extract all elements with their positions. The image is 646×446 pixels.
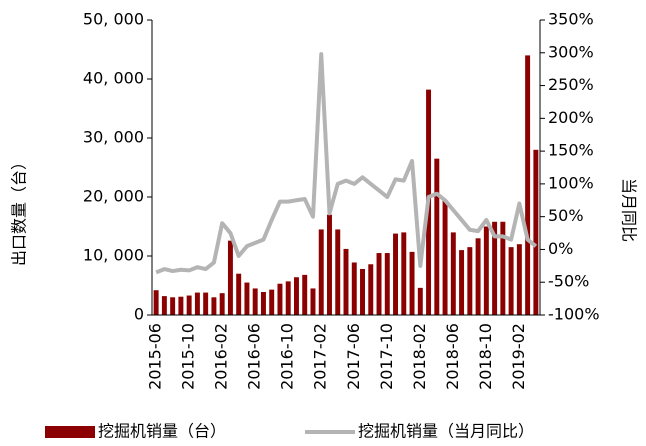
- x-tick-label: 2016-06: [245, 323, 264, 390]
- bar: [203, 292, 209, 315]
- bar: [525, 55, 531, 316]
- bar: [327, 214, 332, 315]
- bar: [260, 291, 266, 315]
- bar: [244, 282, 250, 315]
- bar: [459, 250, 465, 315]
- bar: [310, 288, 316, 315]
- bar: [401, 232, 407, 315]
- bar: [153, 290, 159, 315]
- bar: [194, 292, 200, 315]
- y2-tick-label: -100%: [548, 305, 600, 324]
- bar: [508, 247, 514, 315]
- y2-tick-label: 350%: [548, 10, 594, 29]
- bar: [293, 277, 299, 315]
- bar: [343, 248, 349, 315]
- bar: [376, 253, 382, 315]
- bar: [492, 221, 498, 315]
- bar: [483, 226, 489, 315]
- bar: [450, 232, 456, 315]
- x-tick-label: 2017-06: [344, 323, 363, 390]
- bar: [211, 297, 217, 315]
- x-tick-label: 2016-02: [212, 323, 231, 390]
- bar: [269, 289, 275, 315]
- x-tick-label: 2016-10: [278, 323, 297, 390]
- bar: [417, 287, 423, 315]
- bar: [360, 268, 365, 315]
- line: [155, 52, 538, 275]
- bar: [475, 238, 481, 315]
- legend-label: 挖掘机销量（当月同比）: [358, 422, 534, 441]
- y-tick-label: 30, 000: [83, 128, 144, 147]
- x-tick-label: 2015-06: [146, 323, 165, 390]
- y-tick-label: 50, 000: [83, 10, 144, 29]
- bar: [178, 296, 184, 315]
- y2-tick-label: 300%: [548, 42, 594, 61]
- bar: [219, 293, 225, 315]
- bar: [351, 262, 357, 315]
- x-tick-label: 2019-02: [509, 323, 528, 390]
- bar: [285, 281, 291, 315]
- bar: [500, 221, 506, 315]
- bar: [170, 297, 176, 315]
- bar: [186, 295, 192, 315]
- bar: [384, 253, 390, 315]
- x-tick-label: 2015-10: [179, 323, 198, 390]
- bar: [335, 229, 341, 315]
- bar: [252, 288, 258, 315]
- bar: [467, 247, 473, 315]
- bar: [533, 149, 539, 315]
- y2-tick-label: 150%: [548, 141, 594, 160]
- y2-tick-label: 100%: [548, 173, 594, 192]
- y-tick-label: 40, 000: [83, 69, 144, 88]
- bar: [516, 244, 522, 315]
- legend-label: 挖掘机销量（台）: [98, 422, 226, 441]
- x-tick-label: 2017-10: [377, 323, 396, 390]
- bar: [236, 273, 242, 315]
- bar: [277, 283, 283, 315]
- bar: [227, 240, 233, 315]
- bar: [409, 251, 415, 315]
- x-tick-label: 2018-02: [410, 323, 429, 390]
- y-tick-label: 20, 000: [83, 187, 144, 206]
- y2-axis-label: 当月同比: [620, 178, 639, 242]
- y-axis-label: 出口数量（台）: [10, 154, 29, 266]
- y2-tick-label: 50%: [548, 206, 584, 225]
- bar: [302, 274, 308, 315]
- bar: [442, 199, 448, 315]
- y2-tick-label: 200%: [548, 108, 594, 127]
- y2-tick-label: 0%: [548, 239, 573, 258]
- x-tick-label: 2017-02: [311, 323, 330, 390]
- bar: [368, 264, 374, 315]
- y-tick-label: 10, 000: [83, 246, 144, 265]
- y2-tick-label: -50%: [548, 272, 589, 291]
- x-tick-label: 2018-06: [443, 323, 462, 390]
- bar: [434, 158, 440, 315]
- x-tick-label: 2018-10: [476, 323, 495, 390]
- legend-swatch: [45, 426, 95, 438]
- bar: [161, 296, 167, 315]
- bar: [393, 233, 399, 315]
- y-tick-label: 0: [134, 305, 144, 324]
- y2-tick-label: 250%: [548, 75, 594, 94]
- bar: [318, 229, 324, 315]
